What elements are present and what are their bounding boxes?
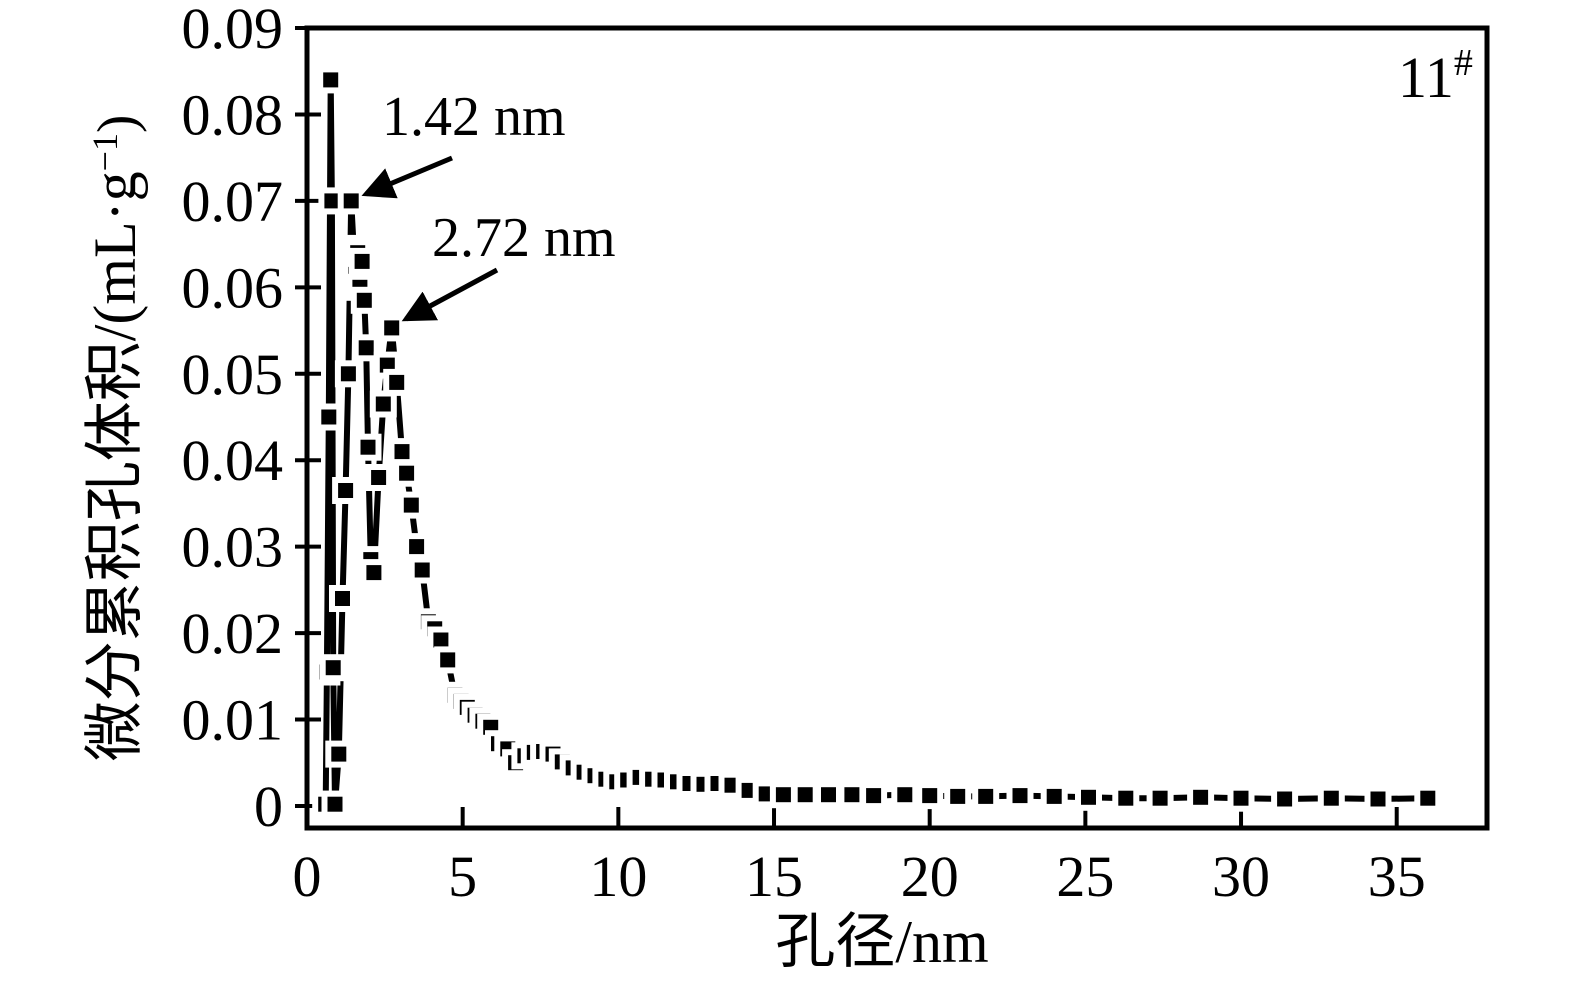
y-axis-title: 微分累积孔体积/(mL·g−1) [82, 115, 148, 762]
data-point-marker [1006, 782, 1034, 810]
data-point-marker [1075, 783, 1102, 811]
data-point-marker [1414, 784, 1442, 812]
data-point-marker [383, 368, 411, 396]
data-point-marker [891, 781, 919, 809]
series-line [322, 76, 1428, 808]
data-point-marker [815, 781, 842, 809]
data-point-marker [317, 66, 345, 94]
data-point-marker [1227, 784, 1255, 812]
data-point-marker [972, 782, 1000, 810]
x-tick-label: 30 [1212, 844, 1270, 909]
data-point-marker [369, 390, 397, 418]
data-point-marker [1187, 783, 1215, 811]
data-point-marker [769, 781, 797, 809]
data-point-marker [393, 459, 421, 487]
x-tick-label: 35 [1368, 844, 1426, 909]
x-tick-label: 5 [448, 844, 477, 909]
data-point-marker [403, 533, 431, 561]
data-point-marker [838, 781, 866, 809]
peak-annotation-label: 1.42 nm [382, 86, 566, 148]
data-point-marker [315, 403, 343, 431]
data-point-marker [1364, 785, 1392, 813]
data-point-marker [337, 187, 365, 215]
x-tick-label: 10 [589, 844, 647, 909]
y-tick-label: 0.05 [182, 342, 284, 407]
y-tick-label: 0.03 [182, 515, 284, 580]
data-point-marker [1040, 782, 1068, 810]
x-tick-label: 25 [1056, 844, 1114, 909]
peak-annotation-arrow [361, 155, 453, 199]
data-point-marker [791, 781, 819, 809]
y-tick-label: 0.01 [182, 688, 284, 753]
y-tick-label: 0.04 [182, 428, 284, 493]
x-tick-label: 15 [745, 844, 803, 909]
data-point-marker [916, 782, 944, 810]
data-point-marker [378, 314, 406, 342]
x-axis-title: 孔径/nm [775, 909, 988, 975]
data-point-marker [350, 286, 378, 314]
data-point-marker [348, 247, 376, 275]
data-point-marker [1317, 784, 1345, 812]
data-point-marker [365, 464, 393, 491]
x-tick-label: 20 [901, 844, 959, 909]
data-point-marker [1271, 785, 1299, 813]
data-point-marker [397, 491, 425, 519]
data-point-marker [319, 654, 347, 682]
data-point-marker [408, 556, 436, 584]
data-point-marker [329, 585, 356, 612]
y-tick-label: 0.02 [182, 601, 284, 666]
peak-annotation-label: 2.72 nm [432, 207, 616, 269]
data-point-marker [1146, 784, 1174, 812]
x-tick-label: 0 [293, 844, 322, 909]
data-point-marker [325, 740, 353, 768]
data-point-marker [352, 334, 380, 362]
data-point-marker [1112, 784, 1140, 812]
y-tick-label: 0.07 [182, 169, 284, 234]
data-point-marker [388, 438, 416, 466]
data-point-marker [332, 477, 360, 504]
y-tick-label: 0.09 [182, 0, 284, 61]
data-point-marker [354, 433, 382, 461]
y-tick-label: 0.06 [182, 255, 284, 320]
data-point-marker [860, 782, 888, 810]
data-point-marker [321, 790, 349, 818]
data-point-marker [334, 360, 362, 388]
peak-annotation-arrow [401, 267, 499, 322]
data-point-marker [434, 646, 462, 674]
plot-area: 0 5 10 15 20 25 30 35 0 0.01 0.02 0.03 0.04 0.05 0.06 0… [182, 0, 1490, 909]
sample-id-label: 11# [1398, 42, 1473, 110]
y-tick-label: 0.08 [182, 82, 284, 147]
data-point-marker [360, 559, 388, 587]
data-point-marker [944, 782, 972, 810]
axes-frame [304, 25, 1490, 831]
y-tick-label: 0 [254, 774, 283, 839]
